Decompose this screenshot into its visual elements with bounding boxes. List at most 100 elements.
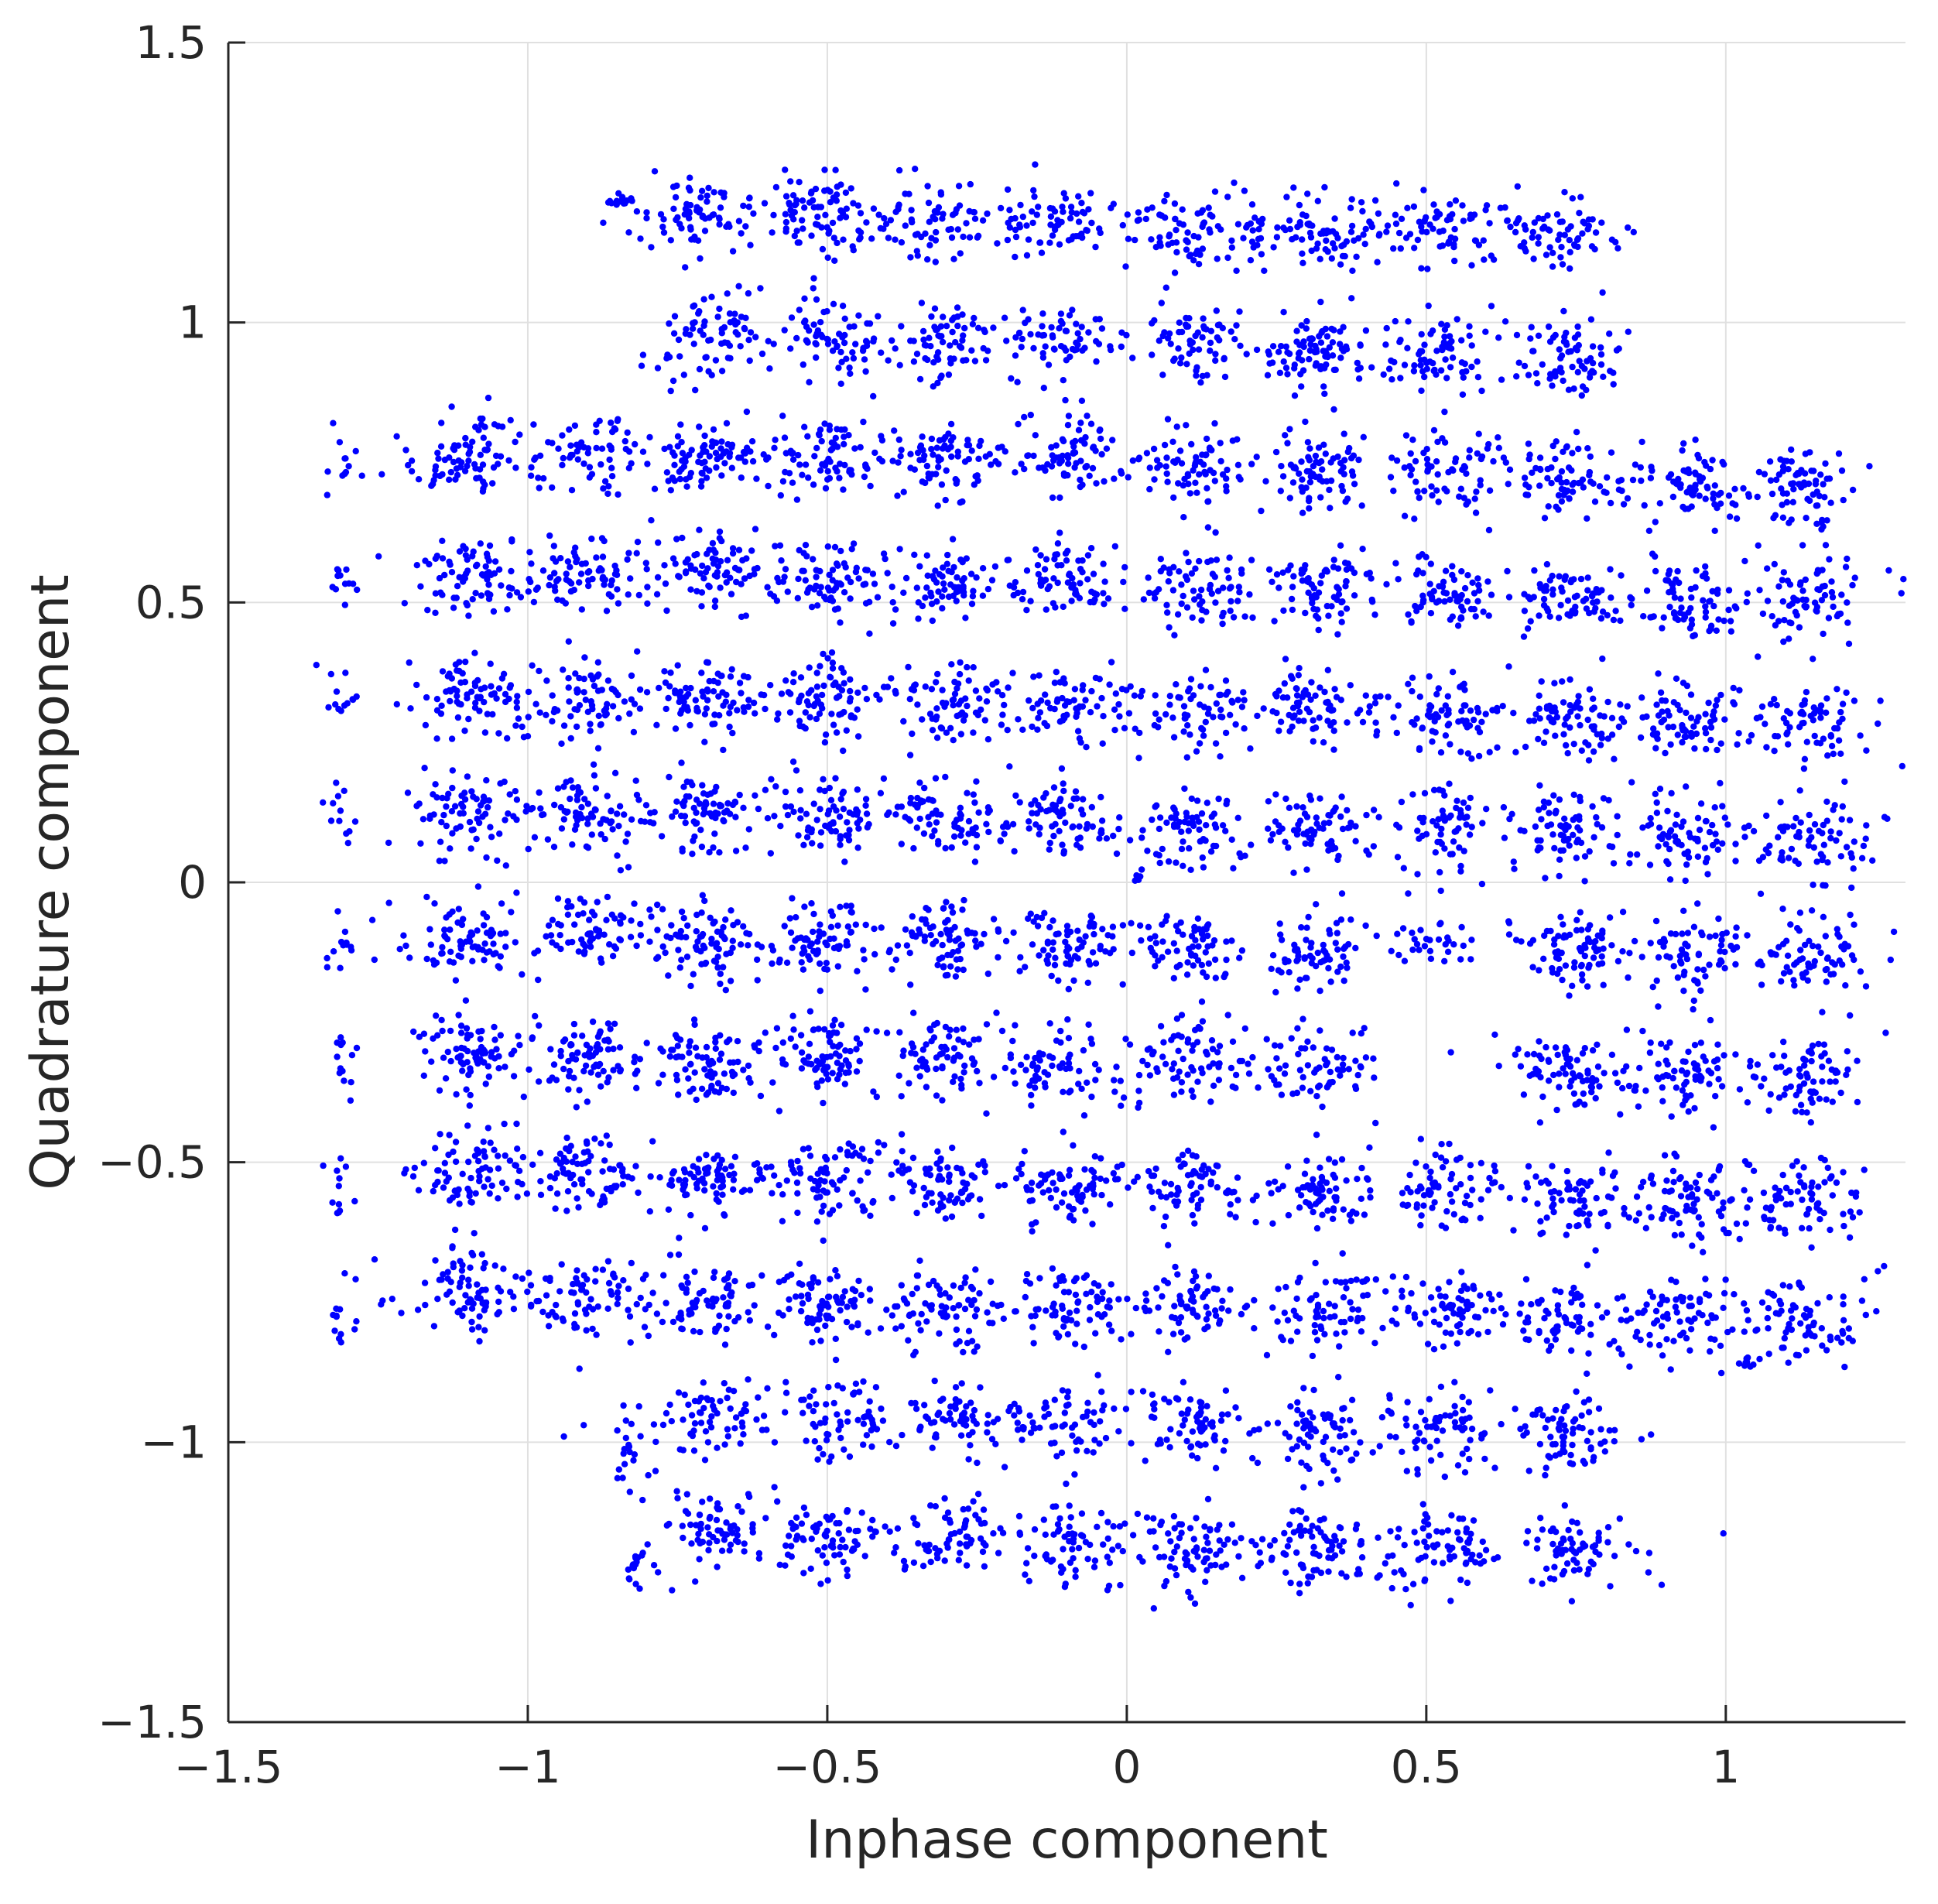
data-point [608, 818, 615, 824]
data-point [753, 475, 759, 481]
data-point [1436, 498, 1442, 505]
data-point [1465, 805, 1471, 811]
data-point [1664, 808, 1670, 814]
data-point [1590, 834, 1597, 841]
data-point [332, 701, 338, 707]
data-point [1652, 568, 1659, 574]
data-point [890, 620, 896, 626]
data-point [506, 584, 512, 591]
data-point [838, 665, 844, 671]
data-point [1293, 328, 1299, 334]
data-point [1866, 463, 1872, 469]
data-point [1090, 824, 1096, 830]
data-point [892, 606, 899, 612]
data-point [1388, 376, 1395, 382]
data-point [691, 834, 697, 840]
data-point [338, 707, 344, 714]
data-point [1293, 235, 1299, 241]
data-point [613, 689, 619, 695]
data-point [666, 683, 673, 690]
data-point [1577, 794, 1583, 800]
data-point [1820, 882, 1826, 889]
data-point [551, 802, 557, 808]
data-point [1586, 610, 1592, 616]
data-point [1269, 579, 1275, 585]
data-point [1330, 809, 1336, 815]
data-point [514, 796, 520, 803]
data-point [928, 593, 934, 599]
data-point [686, 185, 692, 191]
data-point [705, 337, 711, 344]
data-point [676, 693, 683, 699]
data-point [1235, 815, 1241, 821]
data-point [1687, 605, 1693, 611]
data-point [1305, 439, 1311, 445]
data-point [1186, 315, 1192, 321]
data-point [1573, 593, 1580, 599]
data-point [1236, 589, 1242, 595]
data-point [508, 568, 514, 574]
data-point [1639, 714, 1645, 721]
data-point [1307, 697, 1313, 703]
data-point [1188, 676, 1194, 682]
data-point [728, 673, 734, 680]
data-point [1843, 563, 1849, 570]
data-point [1584, 226, 1590, 232]
data-point [1570, 385, 1577, 392]
data-point [440, 555, 446, 561]
data-point [1529, 235, 1536, 241]
data-point [759, 351, 765, 357]
data-point [1648, 821, 1654, 827]
data-point [591, 762, 597, 768]
data-point [1282, 839, 1288, 845]
data-point [870, 570, 876, 577]
data-point [1426, 303, 1432, 309]
data-point [933, 237, 939, 243]
data-point [1197, 740, 1203, 746]
data-point [624, 556, 630, 563]
data-point [823, 308, 830, 314]
data-point [1190, 692, 1197, 698]
data-point [1762, 471, 1768, 477]
data-point [962, 840, 968, 846]
data-point [1307, 479, 1313, 485]
data-point [417, 841, 423, 847]
data-point [1266, 567, 1272, 573]
data-point [1450, 614, 1456, 620]
data-point [1258, 251, 1265, 257]
data-point [1409, 688, 1415, 694]
data-point [1584, 445, 1590, 451]
data-point [1455, 622, 1461, 628]
data-point [465, 716, 471, 722]
data-point [1177, 360, 1183, 366]
data-point [456, 574, 462, 580]
data-point [1152, 692, 1159, 698]
data-point [1788, 447, 1794, 453]
data-point [585, 569, 591, 575]
data-point [1096, 341, 1102, 347]
data-point [1188, 441, 1194, 447]
data-point [1326, 228, 1332, 235]
data-point [1584, 587, 1590, 594]
data-point [767, 591, 773, 597]
data-point [796, 179, 802, 185]
data-point [1458, 615, 1464, 622]
data-point [1453, 197, 1459, 204]
data-point [1560, 308, 1566, 314]
data-point [456, 668, 462, 674]
data-point [449, 735, 455, 741]
data-point [773, 184, 779, 190]
data-point [1539, 225, 1546, 231]
data-point [1164, 471, 1170, 477]
data-point [528, 560, 534, 567]
data-point [1024, 252, 1030, 259]
data-point [1306, 709, 1313, 715]
data-point [1233, 268, 1239, 274]
data-point [1368, 365, 1375, 371]
data-point [1049, 463, 1055, 469]
data-point [1675, 476, 1681, 482]
data-point [826, 587, 832, 594]
data-point [1274, 224, 1280, 231]
data-point [1132, 693, 1138, 699]
data-point [783, 219, 789, 225]
